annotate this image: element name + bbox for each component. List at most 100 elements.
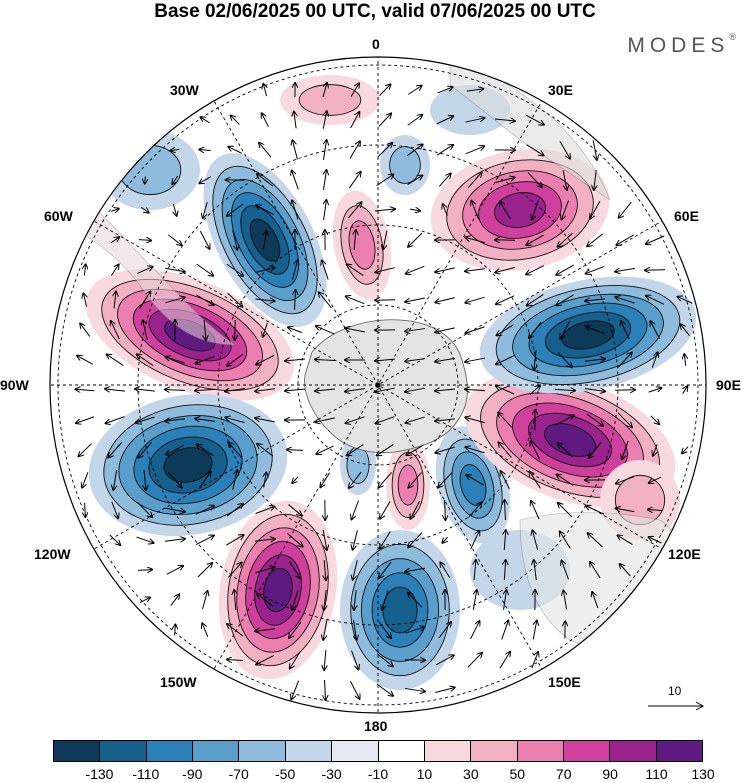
wind-arrow — [558, 503, 573, 518]
wind-arrow — [409, 209, 420, 211]
wind-arrow — [197, 444, 214, 456]
wind-arrow — [375, 267, 395, 273]
wind-arrow — [255, 418, 275, 423]
wind-arrow — [496, 386, 515, 395]
wind-arrow — [585, 299, 605, 301]
wind-arrow — [138, 240, 151, 241]
wind-arrow — [621, 321, 630, 340]
wind-arrow — [292, 476, 299, 483]
wind-arrow — [111, 209, 118, 212]
wind-arrow — [354, 590, 356, 610]
wind-arrow — [588, 533, 603, 548]
wind-arrow — [264, 473, 267, 488]
anomaly-field — [85, 75, 697, 690]
wind-arrow — [435, 655, 454, 666]
wind-arrow — [316, 445, 334, 454]
wind-arrow — [406, 265, 425, 273]
wind-arrow — [195, 389, 216, 390]
wind-arrow — [170, 594, 179, 606]
wind-arrow — [109, 534, 120, 545]
wind-arrow — [653, 444, 658, 455]
wind-arrow — [562, 200, 569, 220]
wind-arrow — [107, 354, 124, 366]
wind-arrow — [556, 294, 574, 305]
wind-arrow — [500, 201, 511, 219]
wind-arrow — [289, 561, 301, 579]
wind-arrow — [619, 201, 632, 218]
wind-arrow — [436, 116, 453, 125]
wind-arrow — [405, 359, 425, 362]
wind-arrow — [378, 472, 392, 487]
wind-arrow — [405, 329, 425, 332]
wind-arrow — [683, 386, 688, 394]
lon-label-0: 0 — [372, 36, 380, 52]
anomaly-contour — [163, 447, 213, 483]
wind-arrow — [442, 536, 447, 543]
anomaly-contour — [118, 144, 182, 196]
wind-arrow — [586, 506, 605, 515]
wind-arrow — [646, 296, 665, 305]
wind-arrow — [556, 264, 574, 275]
wind-arrow — [615, 297, 635, 304]
wind-arrow — [406, 444, 424, 455]
wind-arrow — [196, 263, 213, 276]
wind-arrow — [323, 620, 328, 640]
wind-arrow — [684, 354, 685, 366]
wind-arrow — [315, 359, 336, 360]
wind-arrow — [375, 359, 396, 361]
wind-arrow — [324, 559, 326, 580]
colorbar-swatch — [239, 741, 286, 761]
wind-arrow — [465, 118, 485, 123]
wind-arrow — [435, 297, 455, 303]
colorbar-swatch — [285, 741, 333, 761]
wind-arrow — [348, 172, 360, 189]
wind-arrow — [530, 441, 540, 460]
wind-arrow — [474, 560, 476, 581]
colorbar-tick-label: -70 — [228, 766, 249, 782]
wind-arrow — [227, 624, 244, 637]
wind-arrow — [380, 531, 391, 549]
colorbar-swatch — [424, 741, 472, 761]
wind-arrow — [285, 389, 306, 391]
wind-arrow — [468, 502, 482, 518]
wind-arrow — [263, 323, 268, 337]
wind-arrow — [322, 111, 327, 129]
wind-arrow — [529, 321, 542, 338]
wind-arrow — [435, 446, 455, 453]
wind-arrow — [351, 650, 359, 670]
lon-label-60w: 60W — [44, 208, 73, 224]
wind-arrow — [496, 355, 515, 365]
wind-arrow — [227, 292, 243, 306]
wind-arrow — [405, 688, 425, 691]
wind-arrow — [165, 357, 185, 364]
wind-arrow — [649, 537, 662, 544]
wind-arrow — [466, 326, 485, 333]
wind-arrow — [408, 593, 423, 608]
wind-arrow — [83, 293, 86, 307]
wind-arrow — [405, 567, 425, 571]
wind-arrow — [383, 230, 388, 250]
anomaly-contour — [382, 586, 418, 634]
wind-arrow — [290, 651, 301, 669]
wind-arrow — [257, 174, 274, 187]
wind-arrow — [195, 506, 214, 515]
wind-arrow — [437, 87, 452, 94]
wind-arrow — [563, 591, 566, 610]
wind-arrow — [227, 203, 244, 216]
wind-arrow — [353, 530, 358, 549]
wind-arrow — [262, 113, 269, 127]
wind-arrow — [228, 147, 242, 154]
anomaly-contour — [397, 464, 419, 506]
wind-arrow — [82, 472, 89, 487]
wind-arrow — [405, 627, 424, 634]
wind-arrow — [136, 536, 153, 543]
wind-arrow — [232, 230, 238, 249]
wind-arrow — [79, 443, 92, 457]
wind-arrow — [227, 353, 244, 366]
wind-arrow — [438, 174, 450, 187]
wind-arrow — [287, 450, 304, 451]
wind-arrow — [497, 324, 514, 336]
wind-arrow — [285, 359, 306, 361]
colorbar-swatch — [517, 741, 564, 761]
